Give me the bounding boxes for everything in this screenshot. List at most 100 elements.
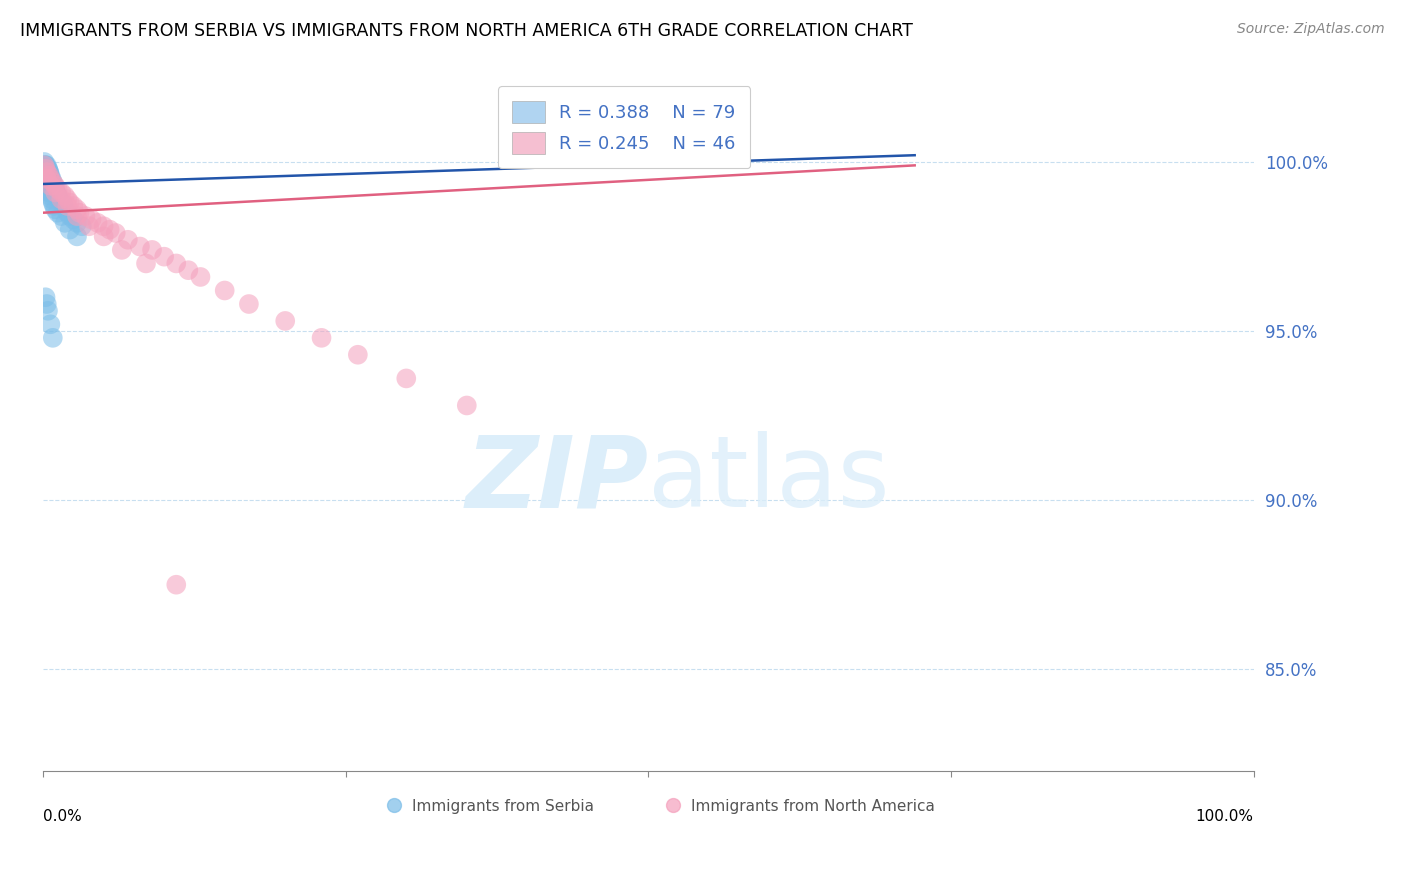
Point bbox=[39, 169, 62, 183]
Point bbox=[35, 165, 58, 179]
Point bbox=[80, 212, 103, 227]
Text: IMMIGRANTS FROM SERBIA VS IMMIGRANTS FROM NORTH AMERICA 6TH GRADE CORRELATION CH: IMMIGRANTS FROM SERBIA VS IMMIGRANTS FRO… bbox=[20, 22, 912, 40]
Point bbox=[34, 158, 56, 172]
Point bbox=[42, 178, 65, 193]
Point bbox=[34, 178, 56, 193]
Point bbox=[238, 297, 260, 311]
Point bbox=[59, 209, 82, 223]
Point bbox=[37, 165, 59, 179]
Point bbox=[70, 219, 93, 234]
Point bbox=[34, 172, 56, 186]
Point bbox=[34, 169, 56, 183]
Point bbox=[86, 216, 108, 230]
Point bbox=[38, 169, 60, 183]
Point bbox=[48, 192, 70, 206]
Point bbox=[34, 178, 56, 193]
Point bbox=[38, 165, 60, 179]
Point bbox=[51, 192, 73, 206]
Point bbox=[42, 199, 65, 213]
Point bbox=[56, 199, 79, 213]
Point bbox=[34, 161, 56, 176]
Point bbox=[62, 212, 84, 227]
Point bbox=[38, 165, 60, 179]
Point bbox=[35, 165, 58, 179]
Point bbox=[66, 202, 89, 217]
Point bbox=[42, 175, 65, 189]
Point bbox=[35, 161, 58, 176]
Point bbox=[37, 169, 59, 183]
Point bbox=[77, 219, 100, 234]
Point bbox=[37, 186, 59, 200]
Point bbox=[35, 172, 58, 186]
Point bbox=[52, 199, 75, 213]
Point bbox=[66, 209, 89, 223]
Point bbox=[41, 175, 63, 189]
Point bbox=[51, 195, 73, 210]
Point bbox=[62, 199, 84, 213]
Point bbox=[35, 178, 58, 193]
Point bbox=[53, 189, 76, 203]
Point bbox=[38, 186, 60, 200]
Point bbox=[141, 243, 163, 257]
Point bbox=[38, 169, 60, 183]
Point bbox=[39, 318, 62, 332]
Point bbox=[98, 222, 121, 236]
Point bbox=[45, 186, 67, 200]
Point bbox=[347, 348, 370, 362]
Point bbox=[37, 161, 59, 176]
Point bbox=[165, 578, 187, 592]
Point bbox=[39, 172, 62, 186]
Point bbox=[56, 192, 79, 206]
Point bbox=[44, 178, 66, 193]
Point bbox=[35, 158, 58, 172]
Point bbox=[53, 216, 76, 230]
Text: 0.0%: 0.0% bbox=[44, 809, 82, 824]
Point bbox=[34, 290, 56, 304]
Point bbox=[39, 178, 62, 193]
Point bbox=[39, 172, 62, 186]
Point bbox=[165, 256, 187, 270]
Point bbox=[44, 186, 66, 200]
Point bbox=[42, 175, 65, 189]
Point bbox=[42, 182, 65, 196]
Point bbox=[34, 161, 56, 176]
Point bbox=[56, 205, 79, 219]
Point bbox=[34, 169, 56, 183]
Point bbox=[456, 399, 478, 413]
Point bbox=[111, 243, 134, 257]
Point bbox=[104, 226, 127, 240]
Point bbox=[75, 209, 97, 223]
Text: Source: ZipAtlas.com: Source: ZipAtlas.com bbox=[1237, 22, 1385, 37]
Point bbox=[44, 186, 66, 200]
Point bbox=[214, 284, 236, 298]
Point bbox=[39, 189, 62, 203]
Point bbox=[34, 165, 56, 179]
Point bbox=[37, 165, 59, 179]
Point bbox=[129, 239, 152, 253]
Point bbox=[35, 297, 58, 311]
Point bbox=[34, 158, 56, 172]
Point bbox=[34, 165, 56, 179]
Point bbox=[67, 205, 90, 219]
Point bbox=[35, 165, 58, 179]
Point bbox=[34, 182, 56, 196]
Point bbox=[135, 256, 157, 270]
Point bbox=[59, 222, 82, 236]
Point bbox=[177, 263, 200, 277]
Point bbox=[59, 195, 82, 210]
Point bbox=[37, 161, 59, 176]
Point bbox=[93, 219, 115, 234]
Point bbox=[37, 182, 59, 196]
Point bbox=[51, 209, 73, 223]
Point bbox=[38, 169, 60, 183]
Text: Immigrants from North America: Immigrants from North America bbox=[690, 799, 935, 814]
Point bbox=[34, 175, 56, 189]
Point bbox=[34, 158, 56, 172]
Text: 100.0%: 100.0% bbox=[1195, 809, 1254, 824]
Point bbox=[117, 233, 139, 247]
Point bbox=[34, 169, 56, 183]
Point bbox=[34, 175, 56, 189]
Point bbox=[66, 216, 89, 230]
Point bbox=[153, 250, 176, 264]
Point bbox=[35, 169, 58, 183]
